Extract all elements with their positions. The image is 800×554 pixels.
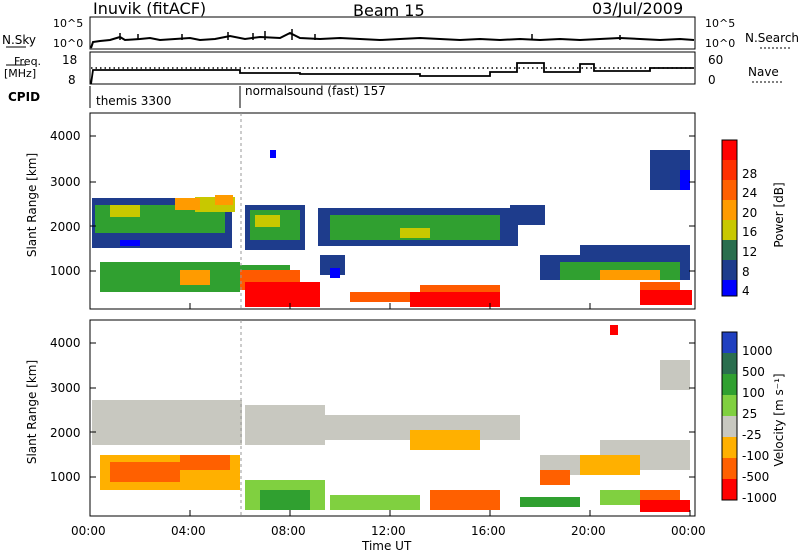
velocity-cb-tick--500: -500 (742, 470, 770, 484)
cpid-entry-1: themis 3300 (96, 94, 172, 108)
nsearch-tick-bottom: 10^0 (705, 37, 736, 50)
velocity-yticks (90, 342, 695, 478)
xtick-2400: 00:00 (671, 524, 706, 538)
xtick-0400: 04:00 (171, 524, 206, 538)
xtick-0000: 00:00 (71, 524, 106, 538)
date-title: 03/Jul/2009 (592, 0, 684, 18)
beam-title: Beam 15 (353, 1, 425, 20)
power-ytick-3000: 3000 (50, 175, 81, 189)
power-cb-tick-8: 8 (742, 265, 750, 279)
velocity-cb-tick--25: -25 (742, 428, 762, 442)
power-ytick-4000: 4000 (50, 129, 81, 143)
station-title: Inuvik (fitACF) (93, 0, 207, 18)
nsky-spikes (119, 29, 621, 40)
xaxis-label: Time UT (362, 539, 412, 553)
power-frame (89, 112, 696, 310)
nsky-tick-top: 10^5 (53, 17, 84, 30)
power-cb-tick-24: 24 (742, 186, 758, 200)
cpid-label: CPID (8, 90, 41, 104)
power-cb-tick-20: 20 (742, 206, 758, 220)
velocity-cb-tick--100: -100 (742, 449, 770, 463)
xtick-1200: 12:00 (371, 524, 406, 538)
nave-tick-bottom: 0 (708, 73, 716, 87)
nsky-frame (89, 16, 696, 50)
velocity-cb-tick--1000: -1000 (742, 491, 777, 505)
power-cb-tick-16: 16 (742, 225, 758, 239)
freq-tick-bottom: 8 (68, 73, 76, 87)
nsearch-tick-top: 10^5 (705, 17, 736, 30)
power-scatter (92, 150, 692, 307)
freq-trace (90, 62, 694, 85)
velocity-cb-tick-100: 100 (742, 386, 765, 400)
velocity-frame (89, 319, 696, 517)
power-yticks (90, 135, 695, 272)
velocity-cb-tick-25: 25 (742, 407, 758, 421)
xaxis-ticks (89, 303, 691, 516)
freq-tick-top: 18 (62, 53, 78, 67)
velocity-cb-tick-1000: 1000 (742, 344, 773, 358)
xtick-1600: 16:00 (471, 524, 506, 538)
velocity-cb-tick-500: 500 (742, 365, 765, 379)
power-cb-tick-4: 4 (742, 284, 750, 298)
velocity-ytick-3000: 3000 (50, 381, 81, 395)
nsearch-label: N.Search (745, 31, 800, 45)
velocity-colorbar (721, 331, 738, 501)
velocity-ytick-1000: 1000 (50, 470, 81, 484)
power-ytick-2000: 2000 (50, 220, 81, 234)
power-cb-tick-28: 28 (742, 167, 758, 181)
xtick-0800: 08:00 (271, 524, 306, 538)
nsky-tick-bottom: 10^0 (53, 37, 84, 50)
power-cb-tick-12: 12 (742, 245, 758, 259)
velocity-ytick-4000: 4000 (50, 336, 81, 350)
freq-frame (89, 51, 696, 85)
power-colorbar (721, 139, 738, 297)
power-ytick-1000: 1000 (50, 264, 81, 278)
nsky-label: N.Sky (2, 33, 37, 47)
velocity-scatter (92, 325, 690, 512)
xtick-2000: 20:00 (571, 524, 606, 538)
freq-label-bottom: [MHz] (4, 67, 37, 80)
cpid-entry-2: normalsound (fast) 157 (245, 84, 386, 98)
nsky-trace (90, 31, 695, 49)
nave-label: Nave (748, 65, 779, 79)
nave-tick-top: 60 (708, 53, 724, 67)
velocity-ytick-2000: 2000 (50, 426, 81, 440)
